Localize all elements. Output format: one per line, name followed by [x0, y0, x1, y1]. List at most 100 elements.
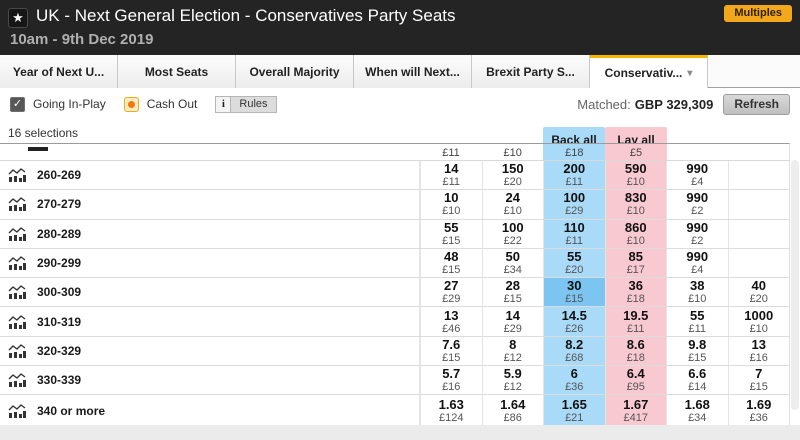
price-chart-icon[interactable]: [8, 285, 28, 300]
stake-amount: £417: [623, 411, 648, 424]
lay-cell[interactable]: 830 £10: [604, 190, 666, 219]
back-cell[interactable]: 30 £15: [543, 278, 605, 307]
odds-cell[interactable]: 14 £11: [420, 161, 482, 190]
odds-cell[interactable]: 5.9 £12: [481, 366, 544, 395]
back-cell[interactable]: 100 £29: [543, 190, 605, 219]
odds-cell[interactable]: 38 £10: [666, 278, 728, 307]
odds-cell[interactable]: 990 £2: [666, 219, 728, 248]
odds-value: 14.5: [561, 307, 587, 323]
odds-cell[interactable]: 9.8 £15: [666, 336, 728, 366]
odds-cell[interactable]: 14 £29: [481, 307, 544, 336]
lay-cell[interactable]: 1.67 £417: [604, 395, 666, 427]
price-chart-icon[interactable]: [8, 197, 28, 212]
market-tab[interactable]: Most Seats: [118, 55, 236, 88]
odds-cell[interactable]: [727, 161, 790, 190]
odds-cell[interactable]: [727, 219, 790, 248]
tab-label: Overall Majority: [249, 64, 340, 79]
odds-cell[interactable]: 5.7 £16: [420, 366, 482, 395]
odds-cell[interactable]: 10 £10: [420, 190, 482, 219]
selection-row: 330-339 5.7 £16 5.9 £12 6 £36 6.4 £95 6.6 £14 7 £15: [0, 366, 790, 396]
odds-cell[interactable]: 6.6 £14: [666, 366, 728, 395]
odds-cell[interactable]: 28 £15: [481, 278, 544, 307]
lay-cell[interactable]: 590 £10: [604, 161, 666, 190]
lay-cell[interactable]: 8.6 £18: [604, 336, 666, 366]
refresh-button[interactable]: Refresh: [723, 93, 790, 115]
odds-cell[interactable]: 1000 £10: [727, 307, 790, 336]
odds-value: 100: [563, 190, 586, 206]
odds-cell[interactable]: [727, 190, 790, 219]
price-chart-icon[interactable]: [8, 256, 28, 271]
odds-cell[interactable]: 150 £20: [481, 161, 544, 190]
odds-cell[interactable]: 1.63 £124: [420, 395, 482, 427]
odds-cell[interactable]: 990 £4: [666, 161, 728, 190]
selections-count: 16 selections: [8, 126, 79, 140]
odds-value: 100: [501, 219, 524, 235]
price-chart-icon[interactable]: [8, 343, 28, 358]
odds-cell[interactable]: 1.68 £34: [666, 395, 728, 427]
stake-amount: £10: [626, 205, 645, 218]
back-cell[interactable]: 1.65 £21: [543, 395, 605, 427]
odds-value: 13: [444, 307, 459, 323]
price-chart-icon[interactable]: [8, 168, 28, 183]
lay-cell[interactable]: 85 £17: [604, 248, 666, 278]
price-chart-icon[interactable]: [8, 314, 28, 329]
odds-cell[interactable]: 1.69 £36: [727, 395, 790, 427]
stake-amount: £20: [749, 293, 768, 306]
back-cell[interactable]: 14.5 £26: [543, 307, 605, 336]
back-cell[interactable]: [543, 144, 606, 160]
lay-cell[interactable]: 19.5 £11: [604, 307, 666, 336]
odds-cell[interactable]: 27 £29: [420, 278, 482, 307]
back-cell[interactable]: 110 £11: [543, 219, 605, 248]
price-chart-icon[interactable]: [8, 403, 28, 418]
odds-cell[interactable]: 50 £34: [481, 248, 544, 278]
scrollbar[interactable]: [791, 160, 799, 410]
odds-value: 36: [628, 278, 643, 294]
price-chart-icon[interactable]: [8, 226, 28, 241]
back-cell[interactable]: 200 £11: [543, 161, 605, 190]
back-cell[interactable]: 55 £20: [543, 248, 605, 278]
odds-cell[interactable]: 13 £16: [727, 336, 790, 366]
odds-cell[interactable]: 13 £46: [420, 307, 482, 336]
odds-cell[interactable]: 24 £10: [481, 190, 544, 219]
price-chart-icon[interactable]: [8, 373, 28, 388]
stake-amount: £16: [442, 381, 461, 394]
odds-cell[interactable]: 8 £12: [481, 336, 544, 366]
rules-button[interactable]: Rules: [231, 95, 277, 113]
market-tab[interactable]: Brexit Party S...: [472, 55, 590, 88]
back-cell[interactable]: 6 £36: [543, 366, 605, 395]
stake-amount: £11: [626, 322, 645, 335]
odds-cell[interactable]: 990 £2: [666, 190, 728, 219]
odds-cell[interactable]: 40 £20: [727, 278, 790, 307]
back-cell[interactable]: 8.2 £68: [543, 336, 605, 366]
odds-cell[interactable]: 990 £4: [666, 248, 728, 278]
odds-cell[interactable]: 7 £15: [727, 366, 790, 395]
lay-cell[interactable]: [605, 144, 667, 160]
market-tab[interactable]: Conservativ... ▾: [590, 55, 708, 88]
lay-cell[interactable]: 860 £10: [604, 219, 666, 248]
odds-value: 27: [444, 278, 459, 294]
selection-cell: 260-269: [0, 161, 420, 190]
chevron-down-icon[interactable]: ▾: [687, 67, 693, 79]
favourite-star-icon[interactable]: ★: [8, 8, 28, 28]
partial-selection-row: £11 £10 £18 £5: [0, 144, 789, 161]
odds-value: 6.6: [688, 366, 707, 382]
odds-cell[interactable]: 48 £15: [420, 248, 482, 278]
odds-value: 990: [686, 249, 709, 265]
odds-cell[interactable]: [727, 248, 790, 278]
odds-cell[interactable]: 1.64 £86: [481, 395, 544, 427]
odds-cell[interactable]: 100 £22: [481, 219, 544, 248]
odds-cell[interactable]: 55 £11: [666, 307, 728, 336]
lay-cell[interactable]: 36 £18: [604, 278, 666, 307]
lay-cell[interactable]: 6.4 £95: [604, 366, 666, 395]
stake-amount: £10: [749, 322, 768, 335]
odds-cell[interactable]: 55 £15: [420, 219, 482, 248]
market-tab[interactable]: When will Next...: [354, 55, 472, 88]
market-tab[interactable]: Overall Majority: [236, 55, 354, 88]
stake-amount: £12: [503, 381, 522, 394]
odds-cell[interactable]: 7.6 £15: [420, 336, 482, 366]
going-inplay-checkbox[interactable]: ✓: [10, 96, 25, 112]
info-icon[interactable]: i: [215, 95, 232, 113]
market-tab[interactable]: Year of Next U...: [0, 55, 118, 88]
selection-row: 290-299 48 £15 50 £34 55 £20 85 £17 990 £4: [0, 248, 790, 279]
multiples-button[interactable]: Multiples: [724, 5, 792, 22]
